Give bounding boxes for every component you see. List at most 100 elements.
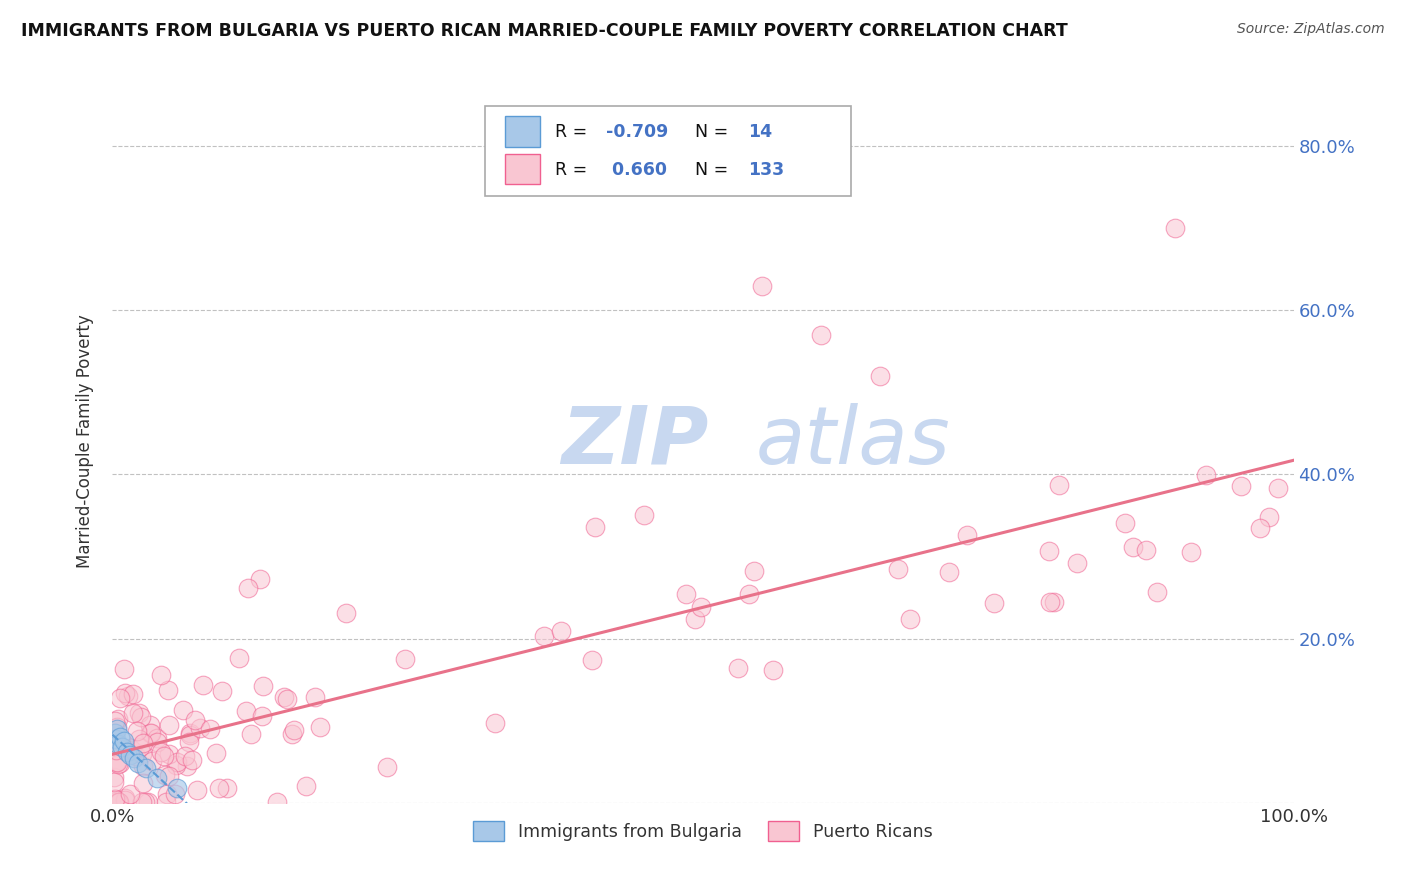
Point [179,725,201,739]
Point [235,704,257,718]
Point [129,739,152,754]
Point [105,731,128,746]
Point [149,668,172,682]
Point [266,795,288,809]
Point [120,748,142,763]
Point [211,684,233,698]
Point [184,713,207,727]
Point [125,749,148,764]
Point [304,690,326,705]
Point [105,720,128,734]
Text: R =: R = [555,123,593,142]
Point [394,652,416,666]
Point [132,759,155,773]
Point [121,706,143,721]
Point [104,792,127,806]
Point [204,746,226,760]
Point [146,731,169,745]
Point [283,723,305,737]
Point [103,731,125,746]
Point [1146,585,1168,599]
Point [107,712,129,726]
Point [956,528,979,542]
Point [112,662,135,676]
Point [132,776,155,790]
Point [1258,510,1281,524]
Text: Source: ZipAtlas.com: Source: ZipAtlas.com [1237,22,1385,37]
Point [181,753,204,767]
Point [118,787,141,801]
Point [104,726,127,740]
Point [155,795,177,809]
Point [115,745,138,759]
Point [131,795,153,809]
Point [294,779,316,793]
Point [125,723,148,738]
Point [200,722,222,736]
Point [108,740,131,755]
Point [153,768,176,782]
Point [737,586,759,600]
Point [103,795,125,809]
Point [103,726,125,740]
Point [131,747,153,761]
Point [176,759,198,773]
Point [114,793,136,807]
Point [983,596,1005,610]
Point [139,718,162,732]
Point [186,782,208,797]
Point [157,718,180,732]
Point [550,624,572,638]
Point [139,726,162,740]
Point [129,709,152,723]
Text: atlas: atlas [756,402,950,481]
Point [810,327,832,342]
Text: R =: R = [555,161,593,178]
Point [1267,481,1289,495]
Point [132,736,155,750]
FancyBboxPatch shape [505,153,540,184]
Point [273,690,295,704]
Point [108,730,131,744]
Point [128,706,150,721]
Point [121,743,143,757]
Point [1180,545,1202,559]
Point [107,737,129,751]
FancyBboxPatch shape [485,105,851,196]
Point [128,731,150,746]
Point [1229,479,1251,493]
Point [107,756,129,771]
Point [869,368,891,383]
Point [104,714,127,728]
Point [191,678,214,692]
Point [157,768,180,782]
Point [375,760,398,774]
Point [249,573,271,587]
Point [157,747,180,762]
Point [156,683,179,698]
Text: N =: N = [695,123,734,142]
Point [309,720,332,734]
Point [165,788,187,802]
Point [111,739,134,754]
Point [689,600,711,615]
Text: 0.660: 0.660 [606,161,668,178]
Point [135,761,157,775]
Point [166,780,188,795]
Point [1038,544,1060,558]
Point [107,795,129,809]
Point [484,716,506,731]
Point [633,508,655,523]
Text: -0.709: -0.709 [606,123,668,142]
Point [744,564,766,578]
Point [117,689,139,703]
Point [208,780,231,795]
Point [938,566,960,580]
Point [110,756,132,770]
Point [581,653,603,667]
Point [236,581,259,595]
Point [1135,543,1157,558]
Point [153,748,176,763]
Point [156,787,179,801]
Point [240,727,263,741]
